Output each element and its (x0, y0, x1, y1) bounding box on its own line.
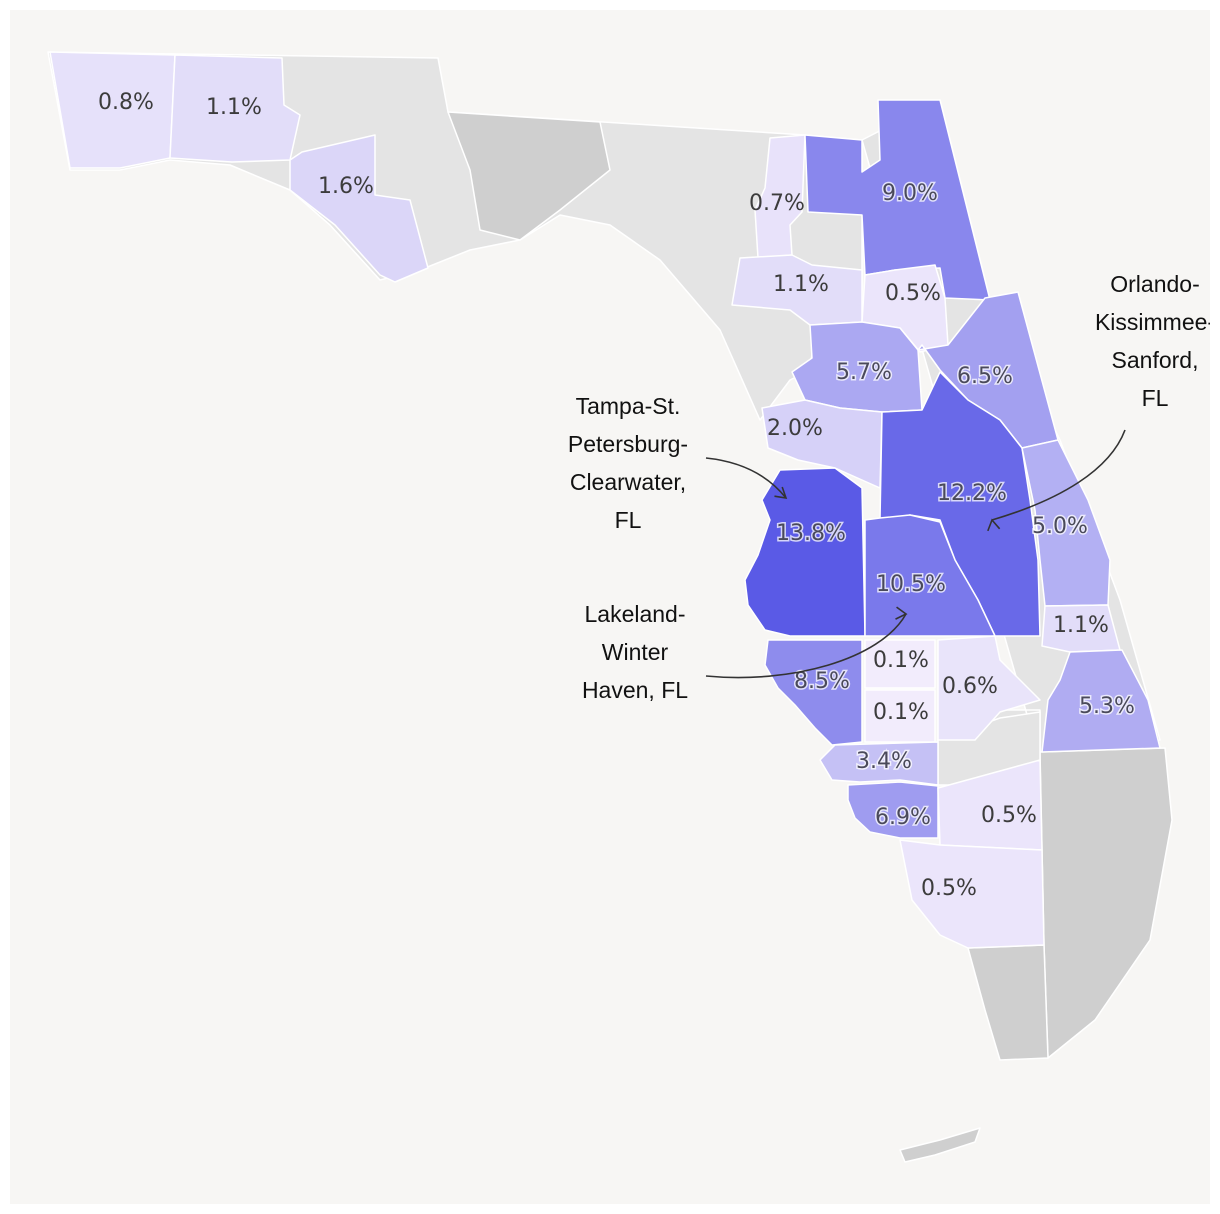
region-crestview[interactable] (169, 54, 301, 163)
callout-line: Kissimmee- (1095, 309, 1210, 335)
callout-line: Sanford, (1112, 347, 1199, 373)
label-naples: 0.5% (921, 876, 977, 901)
region-pensacola[interactable] (49, 51, 176, 169)
label-crestview: 1.1% (206, 95, 262, 120)
callout-line: Orlando- (1110, 271, 1199, 297)
label-wauchula: 0.1% (873, 700, 929, 725)
callout-line: FL (1142, 385, 1169, 411)
callout-line: Clearwater, (570, 469, 686, 495)
arrowhead-orlando (987, 518, 1001, 532)
callout-line: Tampa-St. (576, 393, 681, 419)
label-lakeland: 10.5% (876, 572, 946, 597)
callout-line: FL (615, 507, 642, 533)
label-sebring: 0.6% (942, 674, 998, 699)
label-homosassa: 2.0% (767, 416, 823, 441)
region-arcadia[interactable] (864, 639, 936, 689)
callout-line: Lakeland- (584, 601, 685, 627)
label-orlando: 12.2% (937, 481, 1007, 506)
base-everglades-dark (967, 944, 1049, 1061)
callout-tampa: Tampa-St. Petersburg- Clearwater, FL (568, 393, 688, 533)
label-jacksonville: 9.0% (882, 181, 938, 206)
label-palatka: 0.5% (885, 281, 941, 306)
label-ocala: 5.7% (836, 360, 892, 385)
metro-regions (49, 51, 1161, 949)
callout-arrow-tampa (705, 457, 787, 499)
label-panama-city: 1.6% (318, 174, 374, 199)
arrowhead-tampa (774, 486, 788, 499)
label-tampa: 13.8% (776, 521, 846, 546)
region-tampa[interactable] (744, 467, 866, 637)
callout-orlando: Orlando- Kissimmee- Sanford, FL (1095, 271, 1210, 411)
callouts: Tampa-St. Petersburg- Clearwater, FL Lakelan… (568, 271, 1210, 703)
region-panama-city[interactable] (289, 134, 429, 283)
base-big-bend-dark (447, 111, 611, 241)
label-sebastian: 1.1% (1053, 613, 1109, 638)
label-port-st-lucie: 5.3% (1079, 694, 1135, 719)
callout-line: Winter (602, 639, 669, 665)
value-labels: 0.8% 1.1% 1.6% 0.7% 9.0% 1.1% 0.5% 5.7% 6.5% 2.0%… (98, 90, 1136, 901)
label-cape-coral: 6.9% (875, 805, 931, 830)
region-punta-gorda[interactable] (819, 741, 939, 786)
map-canvas: 0.8% 1.1% 1.6% 0.7% 9.0% 1.1% 0.5% 5.7% 6.5% 2.0%… (47, 51, 1210, 1163)
region-port-st-lucie[interactable] (1041, 649, 1161, 753)
label-palm-bay: 5.0% (1032, 514, 1088, 539)
label-punta-gorda: 3.4% (856, 749, 912, 774)
label-clewiston: 0.5% (981, 803, 1037, 828)
label-pensacola: 0.8% (98, 90, 154, 115)
region-lakeland[interactable] (864, 514, 996, 637)
label-north-port: 8.5% (794, 669, 850, 694)
label-gainesville: 1.1% (773, 272, 829, 297)
base-southeast-dark (1039, 747, 1173, 1059)
label-lake-city: 0.7% (749, 191, 805, 216)
arrowhead-lakeland (895, 606, 908, 620)
callout-line: Petersburg- (568, 431, 688, 457)
region-cape-coral[interactable] (847, 781, 939, 839)
label-arcadia: 0.1% (873, 648, 929, 673)
callout-lakeland: Lakeland- Winter Haven, FL (582, 601, 688, 703)
label-deltona: 6.5% (957, 364, 1013, 389)
callout-arrow-orlando (991, 429, 1126, 521)
callout-line: Haven, FL (582, 677, 688, 703)
region-sebring[interactable] (937, 635, 1041, 741)
florida-map: 0.8% 1.1% 1.6% 0.7% 9.0% 1.1% 0.5% 5.7% 6.5% 2.0%… (10, 10, 1210, 1204)
callout-arrow-lakeland (705, 613, 907, 679)
region-north-port[interactable] (764, 639, 863, 746)
region-orlando[interactable] (879, 371, 1041, 637)
base-keys (899, 1127, 981, 1163)
region-naples[interactable] (899, 839, 1045, 949)
